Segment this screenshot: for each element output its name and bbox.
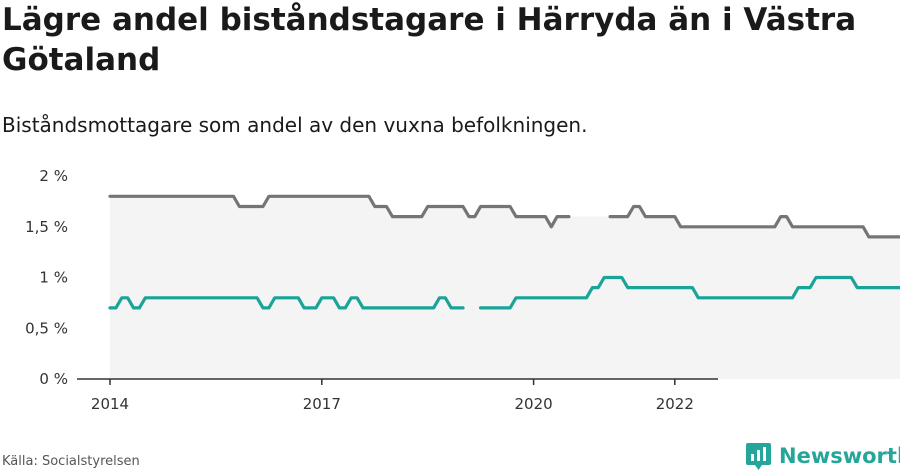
newsworthy-wordmark: Newsworthy [779, 444, 900, 468]
y-tick-label: 2 % [39, 167, 68, 185]
chart-title: Lägre andel biståndstagare i Härryda än … [2, 2, 857, 78]
newsworthy-logo-icon [746, 443, 771, 470]
x-tick-label: 2020 [515, 395, 553, 413]
series-line [108, 194, 900, 239]
area-fill [110, 196, 900, 379]
y-tick-label: 0,5 % [25, 319, 68, 337]
x-tick-label: 2022 [656, 395, 694, 413]
x-tick-label: 2017 [303, 395, 341, 413]
y-tick-label: 0 % [39, 370, 68, 388]
series-line [108, 275, 900, 310]
x-tick-label: 2014 [91, 395, 129, 413]
y-tick-label: 1,5 % [25, 218, 68, 236]
newsworthy-brand[interactable]: Newsworthy [745, 441, 900, 471]
source-note: Källa: Socialstyrelsen [2, 454, 140, 469]
chart-subtitle: Biståndsmottagare som andel av den vuxna… [2, 113, 588, 137]
y-tick-label: 1 % [39, 269, 68, 287]
